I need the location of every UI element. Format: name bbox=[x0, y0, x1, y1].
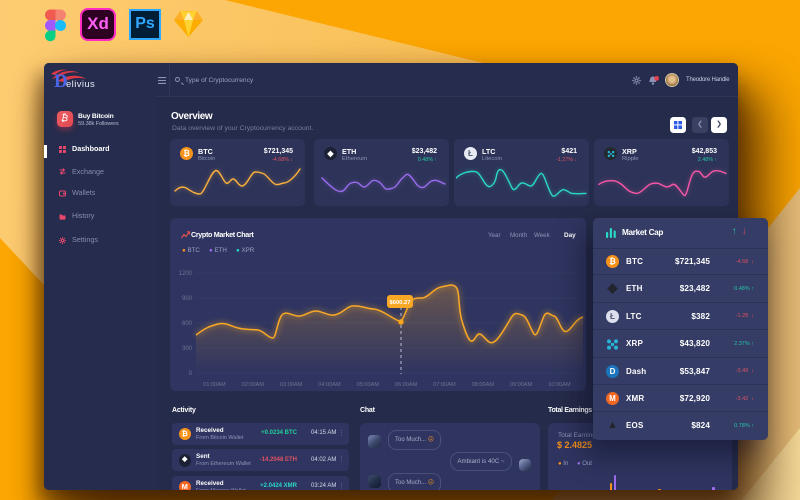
svg-text:07:00AM: 07:00AM bbox=[433, 382, 456, 388]
svg-text:600: 600 bbox=[182, 321, 193, 327]
svg-text:01:00AM: 01:00AM bbox=[203, 382, 226, 388]
svg-text:0: 0 bbox=[189, 371, 193, 377]
svg-text:03:00AM: 03:00AM bbox=[280, 382, 303, 388]
svg-text:04:00AM: 04:00AM bbox=[318, 382, 341, 388]
svg-text:06:00AM: 06:00AM bbox=[395, 382, 418, 388]
svg-text:900: 900 bbox=[182, 296, 193, 302]
svg-text:08:00AM: 08:00AM bbox=[472, 382, 495, 388]
svg-text:$600.27: $600.27 bbox=[390, 300, 411, 306]
svg-text:10:00AM: 10:00AM bbox=[548, 382, 571, 388]
svg-text:09:00AM: 09:00AM bbox=[510, 382, 533, 388]
svg-text:1200: 1200 bbox=[179, 271, 193, 277]
svg-text:300: 300 bbox=[182, 346, 193, 352]
svg-text:02:00AM: 02:00AM bbox=[242, 382, 265, 388]
svg-text:05:00AM: 05:00AM bbox=[357, 382, 380, 388]
